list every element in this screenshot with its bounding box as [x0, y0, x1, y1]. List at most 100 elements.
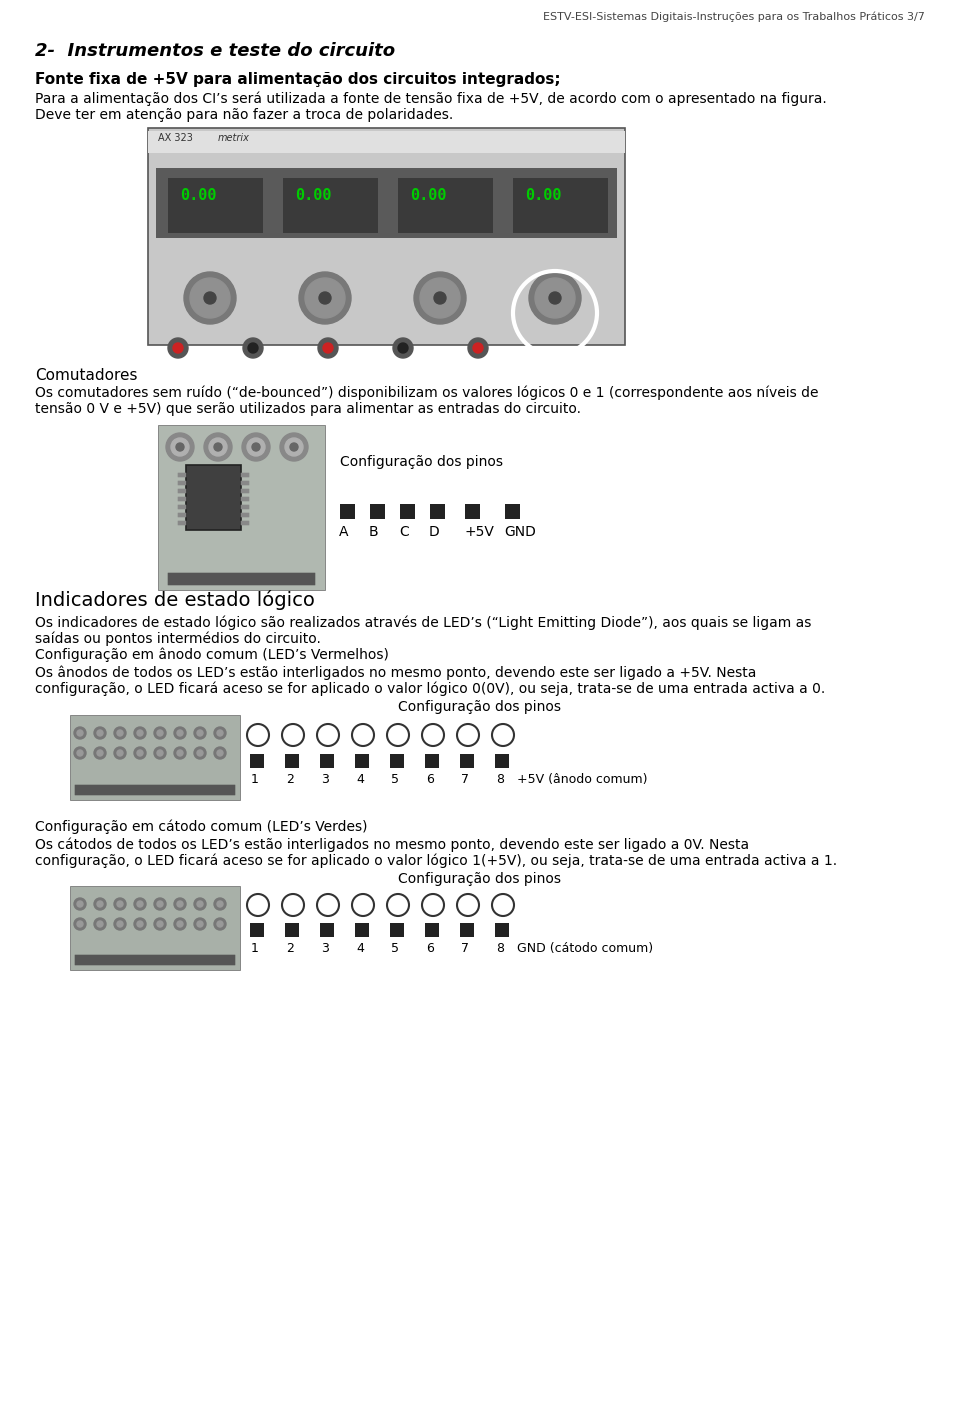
FancyBboxPatch shape [168, 573, 315, 586]
Circle shape [387, 724, 409, 746]
Text: metrix: metrix [218, 133, 250, 143]
FancyBboxPatch shape [505, 504, 520, 519]
Circle shape [154, 919, 166, 930]
FancyBboxPatch shape [75, 785, 235, 796]
Circle shape [492, 895, 514, 916]
Text: configuração, o LED ficará aceso se for aplicado o valor lógico 1(+5V), ou seja,: configuração, o LED ficará aceso se for … [35, 854, 837, 869]
Circle shape [117, 751, 123, 756]
Circle shape [305, 278, 345, 317]
Text: Para a alimentação dos CI’s será utilizada a fonte de tensão fixa de +5V, de aco: Para a alimentação dos CI’s será utiliza… [35, 92, 827, 106]
FancyBboxPatch shape [400, 504, 415, 519]
Circle shape [194, 727, 206, 739]
Text: 3: 3 [321, 943, 329, 955]
Circle shape [194, 919, 206, 930]
Circle shape [242, 433, 270, 461]
Text: +5V (ânodo comum): +5V (ânodo comum) [517, 773, 647, 786]
Circle shape [134, 746, 146, 759]
Circle shape [535, 278, 575, 317]
FancyBboxPatch shape [178, 512, 186, 518]
Circle shape [217, 751, 223, 756]
Circle shape [94, 919, 106, 930]
FancyBboxPatch shape [340, 504, 355, 519]
Circle shape [176, 443, 184, 452]
Circle shape [457, 724, 479, 746]
Circle shape [214, 897, 226, 910]
Text: B: B [369, 525, 378, 539]
Circle shape [422, 895, 444, 916]
Circle shape [414, 272, 466, 325]
Text: Configuração dos pinos: Configuração dos pinos [340, 454, 503, 468]
Circle shape [174, 727, 186, 739]
FancyBboxPatch shape [241, 473, 250, 477]
FancyBboxPatch shape [178, 488, 186, 494]
FancyBboxPatch shape [158, 425, 325, 590]
Circle shape [94, 727, 106, 739]
Circle shape [171, 437, 189, 456]
Circle shape [248, 343, 258, 353]
FancyBboxPatch shape [178, 481, 186, 485]
Text: Os comutadores sem ruído (“de-bounced”) disponibilizam os valores lógicos 0 e 1 : Os comutadores sem ruído (“de-bounced”) … [35, 387, 819, 401]
Circle shape [157, 729, 163, 737]
Circle shape [217, 902, 223, 907]
FancyBboxPatch shape [241, 497, 250, 501]
Circle shape [114, 727, 126, 739]
Text: 7: 7 [461, 773, 469, 786]
Circle shape [197, 902, 203, 907]
FancyBboxPatch shape [370, 504, 385, 519]
Text: 2-  Instrumentos e teste do circuito: 2- Instrumentos e teste do circuito [35, 42, 396, 61]
FancyBboxPatch shape [513, 178, 608, 233]
Text: 7: 7 [461, 943, 469, 955]
FancyBboxPatch shape [250, 923, 264, 937]
FancyBboxPatch shape [460, 923, 474, 937]
Text: Fonte fixa de +5V para alimentação dos circuitos integrados;: Fonte fixa de +5V para alimentação dos c… [35, 72, 561, 87]
Text: Indicadores de estado lógico: Indicadores de estado lógico [35, 590, 315, 610]
Circle shape [154, 727, 166, 739]
Text: 6: 6 [426, 773, 434, 786]
Circle shape [214, 919, 226, 930]
Circle shape [117, 902, 123, 907]
Circle shape [529, 272, 581, 325]
Text: GND (cátodo comum): GND (cátodo comum) [517, 943, 653, 955]
FancyBboxPatch shape [241, 512, 250, 518]
Circle shape [468, 339, 488, 358]
FancyBboxPatch shape [283, 178, 378, 233]
Text: 2: 2 [286, 943, 294, 955]
Circle shape [137, 751, 143, 756]
FancyBboxPatch shape [250, 753, 264, 768]
Circle shape [97, 729, 103, 737]
Circle shape [173, 343, 183, 353]
Circle shape [290, 443, 298, 452]
FancyBboxPatch shape [75, 955, 235, 965]
Circle shape [422, 724, 444, 746]
Circle shape [137, 921, 143, 927]
Circle shape [154, 897, 166, 910]
Circle shape [114, 897, 126, 910]
Circle shape [197, 751, 203, 756]
Circle shape [434, 292, 446, 303]
Circle shape [157, 902, 163, 907]
Text: +5V: +5V [464, 525, 493, 539]
Text: Comutadores: Comutadores [35, 368, 137, 382]
FancyBboxPatch shape [156, 168, 617, 238]
Circle shape [177, 751, 183, 756]
FancyBboxPatch shape [70, 715, 240, 800]
Text: 0.00: 0.00 [295, 188, 331, 203]
FancyBboxPatch shape [178, 473, 186, 477]
Text: Configuração dos pinos: Configuração dos pinos [398, 700, 562, 714]
FancyBboxPatch shape [178, 521, 186, 525]
FancyBboxPatch shape [355, 923, 369, 937]
Circle shape [114, 746, 126, 759]
Text: 0.00: 0.00 [525, 188, 562, 203]
FancyBboxPatch shape [241, 521, 250, 525]
Circle shape [77, 751, 83, 756]
Circle shape [157, 921, 163, 927]
Circle shape [174, 919, 186, 930]
Circle shape [352, 895, 374, 916]
Circle shape [97, 902, 103, 907]
Text: Configuração dos pinos: Configuração dos pinos [398, 872, 562, 886]
Text: Os indicadores de estado lógico são realizados através de LED’s (“Light Emitting: Os indicadores de estado lógico são real… [35, 615, 811, 629]
Circle shape [77, 902, 83, 907]
Text: 3: 3 [321, 773, 329, 786]
FancyBboxPatch shape [168, 178, 263, 233]
Text: A: A [339, 525, 348, 539]
